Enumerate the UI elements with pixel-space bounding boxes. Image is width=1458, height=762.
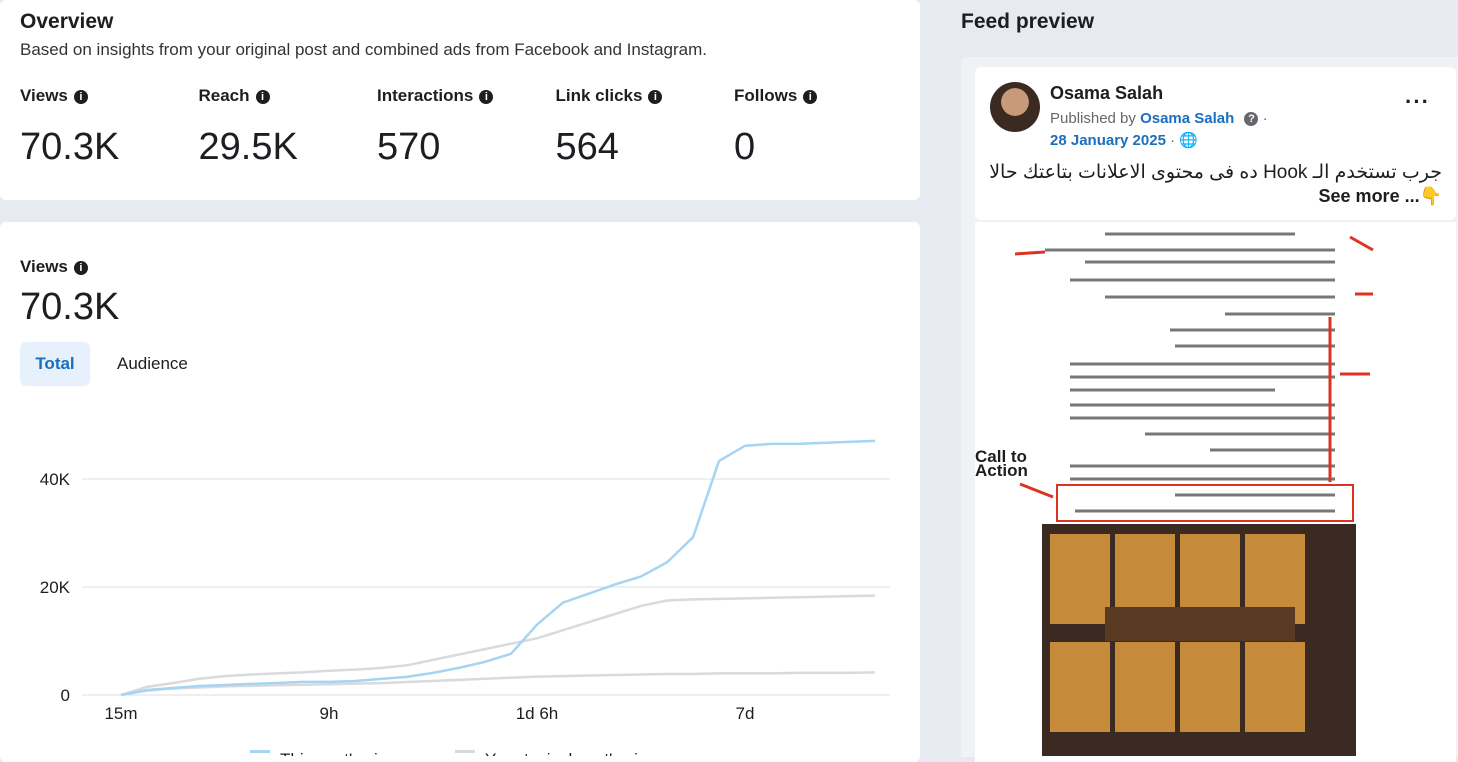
svg-text:Action: Action [975,461,1028,480]
metric-label: Views [20,86,68,105]
overview-title: Overview [20,10,114,33]
help-icon[interactable]: ? [1244,112,1259,126]
metric-value: 70.3K [20,126,120,168]
views-label: Views [20,257,68,276]
metric-label-row: Follows i [734,86,818,106]
x-tick-label: 7d [736,704,755,723]
metric-label-row: Link clicks i [556,86,663,106]
info-icon[interactable]: i [73,90,88,104]
info-icon[interactable]: i [73,261,88,275]
publisher[interactable]: Osama Salah [1140,110,1235,127]
post-header: Osama Salah Published by Osama Salah ? ·… [975,67,1456,220]
overview-card: Overview Based on insights from your ori… [0,0,920,200]
feed-title: Feed preview [961,10,1095,33]
metric-label-row: Reach i [199,86,270,106]
x-tick-label: 15m [104,704,137,723]
x-tick-label: 1d 6h [516,704,559,723]
author[interactable]: Osama Salah [1050,83,1164,103]
y-tick-label: 40K [40,470,71,489]
y-tick-label: 20K [40,578,71,597]
views-card: Views i 70.3K Total Audience [0,222,920,762]
metric-value: 0 [734,126,756,168]
legend-swatch [250,750,270,753]
more-button[interactable]: ··· [1405,89,1430,114]
metric-label-row: Views i [20,86,88,106]
metric-value: 570 [377,126,441,168]
metric-label: Interactions [377,86,474,105]
published-row: Published by Osama Salah ? · [1050,110,1268,127]
views-value: 70.3K [20,286,120,328]
post-image: Call to Action [975,222,1456,762]
metric-label: Link clicks [555,86,643,105]
avatar[interactable] [990,82,1040,132]
info-icon[interactable]: i [648,90,663,104]
series-line [120,439,876,697]
post-text: جرب تستخدم الـ Hook ده فى محتوى الاعلانا… [989,162,1442,183]
see-more[interactable]: See more ...👇 [1318,186,1442,206]
series-line [120,671,876,697]
info-icon[interactable]: i [479,90,494,104]
legend-label: This post's views [280,750,408,756]
y-tick-label: 0 [61,686,70,705]
tab-total[interactable]: Total [20,342,90,386]
post-date[interactable]: 28 January 2025 [1050,132,1166,149]
series-line [120,594,876,697]
date-row: 28 January 2025 · 🌐 [1050,132,1198,149]
metric-value: 564 [555,126,619,168]
metric-label: Reach [198,86,250,105]
legend-label: Your typical post's views [485,750,668,756]
chart: 0 20K 40K 15m 9h 1d 6h 7d This post's views Your… [40,439,890,756]
overview-subtitle: Based on insights from your original pos… [20,40,707,59]
views-label-row: Views i [20,257,88,277]
x-tick-label: 9h [320,704,339,723]
metric-label-row: Interactions i [377,86,494,106]
metric-value: 29.5K [198,126,298,168]
metric-label: Follows [734,86,798,105]
info-icon[interactable]: i [803,90,818,104]
svg-text:Call to: Call to [975,447,1027,466]
info-icon[interactable]: i [255,90,270,104]
legend-swatch [455,750,475,753]
tab-audience[interactable]: Audience [117,354,188,373]
published-by: Published by [1050,110,1136,127]
